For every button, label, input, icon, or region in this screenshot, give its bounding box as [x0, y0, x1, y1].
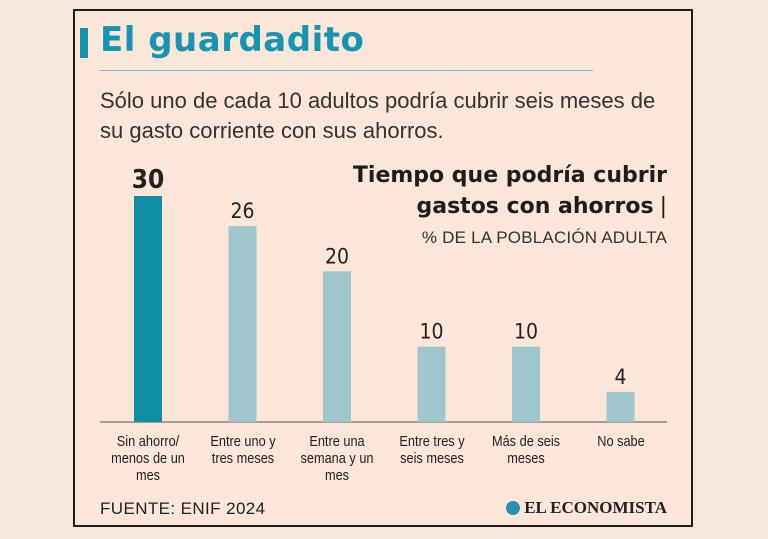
chart-unit: % DE LA POBLACIÓN ADULTA — [421, 228, 667, 247]
category-label: Entre tres y seis meses — [398, 434, 465, 467]
title-divider — [100, 70, 593, 71]
subtitle: Sólo uno de cada 10 adultos podría cubri… — [100, 88, 656, 143]
bar-value-label: 26 — [230, 199, 254, 223]
bar — [417, 346, 446, 422]
category-label: Sin ahorro/ menos de un mes — [111, 434, 185, 484]
bar-value-label: 10 — [514, 320, 538, 344]
bar — [606, 391, 635, 422]
bar — [134, 196, 162, 422]
source-note: FUENTE: ENIF 2024 — [100, 499, 266, 518]
category-label: Entre una semana y un mes — [300, 434, 374, 484]
page-title: El guardadito — [100, 20, 365, 60]
bar — [228, 226, 257, 422]
category-label: No sabe — [596, 434, 645, 450]
chart-card — [73, 9, 693, 527]
category-label: Entre uno y tres meses — [209, 434, 276, 467]
publisher-logo-icon — [506, 501, 521, 515]
bar-value-label: 20 — [325, 244, 349, 268]
bar — [323, 271, 351, 422]
bar-value-label: 30 — [132, 165, 165, 195]
chart-title: Tiempo que podría cubrir gastos con ahor… — [307, 160, 667, 222]
bar-value-label: 10 — [419, 320, 443, 344]
publisher-logo: EL ECONOMISTA — [506, 498, 667, 518]
publisher-logo-text: EL ECONOMISTA — [524, 498, 667, 517]
bar-value-label: 4 — [614, 365, 626, 389]
title-accent — [80, 28, 88, 58]
bar — [512, 346, 540, 422]
category-label: Más de seis meses — [491, 434, 561, 467]
chart-title-text: Tiempo que podría cubrir gastos con ahor… — [352, 163, 667, 219]
chart-title-separator: | — [659, 194, 667, 219]
